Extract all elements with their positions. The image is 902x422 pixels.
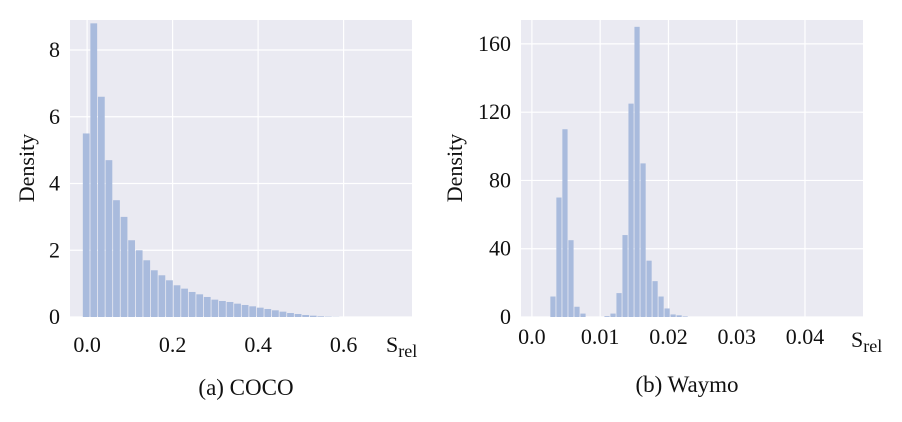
- histogram-bar: [658, 297, 663, 317]
- histogram-bar: [136, 250, 143, 317]
- caption-a: (a) COCO: [198, 375, 293, 400]
- y-tick-label: 8: [49, 37, 60, 62]
- x-tick-label: 0.01: [581, 324, 620, 349]
- x-axis-label-b: Srel: [851, 327, 882, 356]
- histogram-bar: [189, 292, 196, 317]
- y-tick-label: 2: [49, 237, 60, 262]
- histogram-bar: [652, 281, 657, 317]
- x-axis-label-a-main: S: [386, 332, 398, 357]
- histogram-bar: [106, 160, 113, 317]
- y-tick-label: 40: [489, 236, 511, 261]
- yticks-b: 0 40 80 120 160: [478, 31, 511, 329]
- histogram-bar: [234, 304, 241, 317]
- histogram-bar: [550, 297, 555, 317]
- histogram-bar: [174, 285, 181, 317]
- histogram-bar: [670, 314, 675, 317]
- histogram-bar: [143, 260, 150, 317]
- histogram-bar: [128, 240, 135, 317]
- histogram-bar: [574, 307, 579, 317]
- histogram-bar: [249, 306, 256, 317]
- chart-a: 0 2 4 6 8 0.0 0.2 0.4 0.6 Density Srel (a) COCO: [14, 20, 417, 400]
- histogram-bar: [562, 129, 567, 317]
- y-tick-label: 0: [500, 304, 511, 329]
- histogram-bar: [181, 289, 188, 317]
- histogram-bar: [219, 301, 226, 317]
- x-tick-label: 0.2: [159, 332, 187, 357]
- histogram-bar: [628, 104, 633, 317]
- y-tick-label: 4: [49, 171, 60, 196]
- histogram-bar: [610, 314, 615, 317]
- histogram-bar: [616, 293, 621, 317]
- histogram-bar: [295, 314, 302, 317]
- x-axis-label-a-sub: rel: [398, 341, 417, 361]
- histogram-bar: [257, 308, 264, 317]
- histogram-bar: [677, 315, 682, 317]
- histogram-bar: [121, 217, 128, 317]
- y-tick-label: 0: [49, 304, 60, 329]
- xticks-b: 0.0 0.01 0.02 0.03 0.04: [518, 324, 824, 349]
- histogram-bar: [211, 300, 218, 317]
- histogram-bar: [227, 302, 234, 317]
- histogram-bar: [634, 27, 639, 317]
- histogram-bar: [280, 312, 287, 317]
- histogram-bar: [646, 261, 651, 317]
- histogram-bar: [196, 294, 203, 317]
- y-tick-label: 120: [478, 99, 511, 124]
- histogram-bar: [287, 313, 294, 317]
- y-tick-label: 160: [478, 31, 511, 56]
- x-axis-label-b-sub: rel: [863, 336, 882, 356]
- xticks-a: 0.0 0.2 0.4 0.6: [73, 332, 357, 357]
- yticks-a: 0 2 4 6 8: [49, 37, 60, 329]
- x-tick-label: 0.6: [330, 332, 358, 357]
- histogram-bar: [272, 310, 279, 317]
- histogram-bar: [151, 270, 158, 317]
- y-tick-label: 80: [489, 167, 511, 192]
- x-tick-label: 0.04: [786, 324, 825, 349]
- histogram-bar: [302, 315, 309, 317]
- x-tick-label: 0.0: [73, 332, 101, 357]
- x-tick-label: 0.0: [518, 324, 546, 349]
- histogram-bar: [264, 309, 271, 317]
- y-tick-label: 6: [49, 104, 60, 129]
- histogram-bar: [204, 297, 211, 317]
- caption-b: (b) Waymo: [635, 372, 738, 397]
- x-tick-label: 0.03: [717, 324, 756, 349]
- histogram-bar: [683, 316, 688, 317]
- y-axis-label-a: Density: [14, 134, 39, 202]
- histogram-bar: [158, 275, 165, 317]
- x-tick-label: 0.02: [649, 324, 688, 349]
- histogram-bar: [242, 305, 249, 317]
- histogram-bar: [568, 240, 573, 317]
- x-tick-label: 0.4: [244, 332, 272, 357]
- histogram-bar: [310, 316, 317, 317]
- histogram-bar: [166, 280, 173, 317]
- histogram-bar: [317, 316, 324, 317]
- histogram-bar: [580, 314, 585, 317]
- histogram-bar: [640, 163, 645, 317]
- y-axis-label-b: Density: [442, 134, 467, 202]
- histogram-bar: [83, 133, 90, 317]
- histogram-bar: [556, 198, 561, 317]
- histogram-bar: [604, 316, 609, 317]
- histogram-bar: [664, 308, 669, 317]
- x-axis-label-b-main: S: [851, 327, 863, 352]
- histogram-bar: [113, 200, 120, 317]
- histogram-bar: [90, 23, 97, 317]
- x-axis-label-a: Srel: [386, 332, 417, 361]
- histogram-bar: [98, 97, 105, 317]
- histogram-bar: [622, 235, 627, 317]
